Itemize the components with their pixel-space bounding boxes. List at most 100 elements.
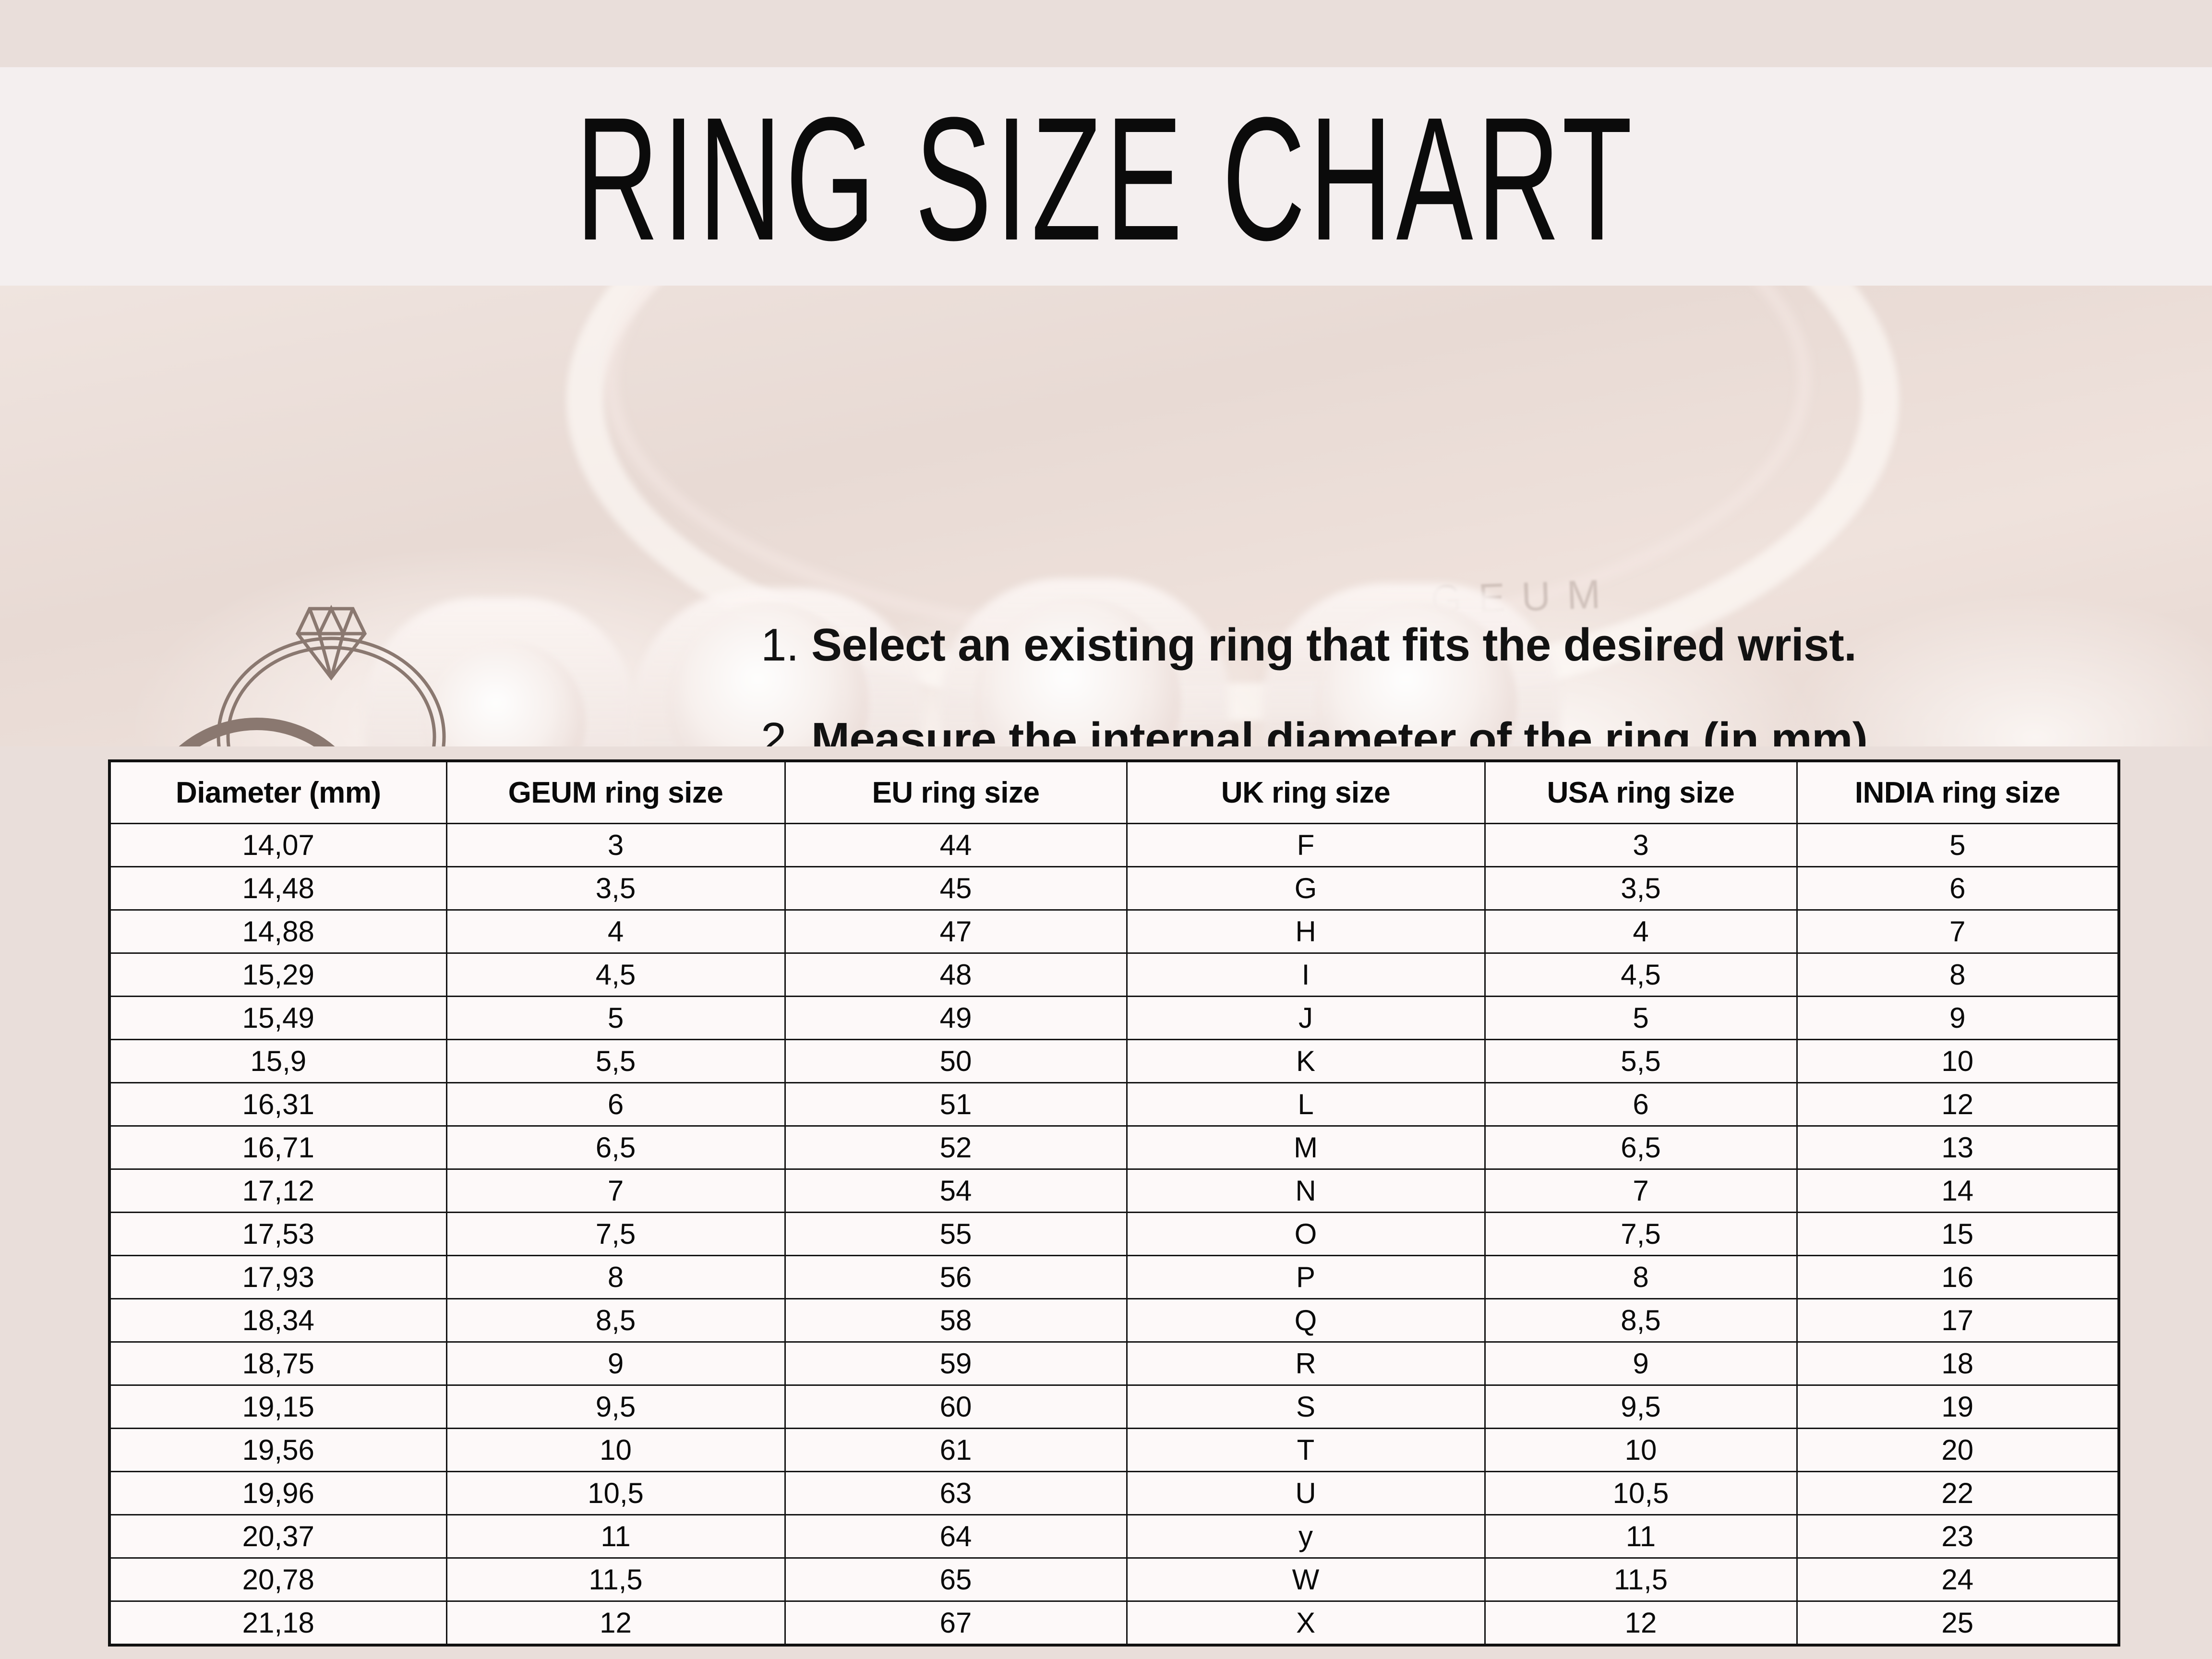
cell-geum: 7,5 <box>445 1212 786 1256</box>
cell-india: 16 <box>1796 1255 2120 1299</box>
cell-usa: 10 <box>1484 1428 1798 1472</box>
cell-uk: T <box>1126 1428 1486 1472</box>
table-row: 17,53 7,5 55 O 7,5 15 <box>108 1212 2120 1256</box>
cell-uk: W <box>1126 1557 1486 1602</box>
cell-india: 13 <box>1796 1125 2120 1170</box>
cell-eu: 55 <box>784 1212 1128 1256</box>
cell-geum: 12 <box>445 1600 786 1646</box>
column-header-uk: UK ring size <box>1126 760 1486 824</box>
cell-geum: 3,5 <box>445 866 786 911</box>
cell-eu: 61 <box>784 1428 1128 1472</box>
cell-uk: U <box>1126 1471 1486 1515</box>
instruction-number-2: 2. <box>761 713 799 746</box>
cell-eu: 54 <box>784 1168 1128 1213</box>
cell-diameter: 14,48 <box>108 866 447 911</box>
cell-eu: 47 <box>784 909 1128 954</box>
cell-geum: 11,5 <box>445 1557 786 1602</box>
cell-geum: 9,5 <box>445 1384 786 1429</box>
table-row: 17,93 8 56 P 8 16 <box>108 1255 2120 1299</box>
column-header-eu: EU ring size <box>784 760 1128 824</box>
instruction-text-2: Measure the internal diameter of the rin… <box>811 713 1880 746</box>
cell-geum: 9 <box>445 1341 786 1386</box>
cell-uk: S <box>1126 1384 1486 1429</box>
table-row: 21,18 12 67 X 12 25 <box>108 1600 2120 1646</box>
cell-india: 18 <box>1796 1341 2120 1386</box>
column-header-diameter: Diameter (mm) <box>108 760 447 824</box>
cell-diameter: 19,15 <box>108 1384 447 1429</box>
cell-uk: Q <box>1126 1298 1486 1343</box>
cell-india: 6 <box>1796 866 2120 911</box>
cell-uk: H <box>1126 909 1486 954</box>
cell-usa: 11,5 <box>1484 1557 1798 1602</box>
cell-eu: 45 <box>784 866 1128 911</box>
table-row: 20,37 11 64 y 11 23 <box>108 1514 2120 1559</box>
cell-india: 19 <box>1796 1384 2120 1429</box>
cell-india: 14 <box>1796 1168 2120 1213</box>
cell-usa: 6,5 <box>1484 1125 1798 1170</box>
cell-diameter: 15,49 <box>108 996 447 1040</box>
cell-geum: 3 <box>445 823 786 867</box>
cell-geum: 8,5 <box>445 1298 786 1343</box>
cell-india: 23 <box>1796 1514 2120 1559</box>
cell-geum: 6 <box>445 1082 786 1127</box>
instruction-item-1: 1. Select an existing ring that fits the… <box>761 622 2153 669</box>
cell-usa: 7,5 <box>1484 1212 1798 1256</box>
table-row: 19,96 10,5 63 U 10,5 22 <box>108 1471 2120 1515</box>
cell-india: 22 <box>1796 1471 2120 1515</box>
cell-uk: X <box>1126 1600 1486 1646</box>
table-row: 14,07 3 44 F 3 5 <box>108 823 2120 867</box>
cell-eu: 48 <box>784 952 1128 997</box>
cell-india: 10 <box>1796 1039 2120 1083</box>
cell-geum: 11 <box>445 1514 786 1559</box>
cell-uk: O <box>1126 1212 1486 1256</box>
cell-diameter: 21,18 <box>108 1600 447 1646</box>
table-row: 15,29 4,5 48 I 4,5 8 <box>108 952 2120 997</box>
cell-usa: 11 <box>1484 1514 1798 1559</box>
cell-geum: 10,5 <box>445 1471 786 1515</box>
cell-geum: 5,5 <box>445 1039 786 1083</box>
cell-usa: 8,5 <box>1484 1298 1798 1343</box>
cell-usa: 10,5 <box>1484 1471 1798 1515</box>
cell-india: 25 <box>1796 1600 2120 1646</box>
cell-usa: 9,5 <box>1484 1384 1798 1429</box>
cell-diameter: 19,56 <box>108 1428 447 1472</box>
cell-diameter: 16,31 <box>108 1082 447 1127</box>
cell-diameter: 17,93 <box>108 1255 447 1299</box>
cell-diameter: 17,53 <box>108 1212 447 1256</box>
cell-diameter: 15,29 <box>108 952 447 997</box>
cell-india: 5 <box>1796 823 2120 867</box>
cell-uk: N <box>1126 1168 1486 1213</box>
table-row: 16,71 6,5 52 M 6,5 13 <box>108 1125 2120 1170</box>
cell-diameter: 18,75 <box>108 1341 447 1386</box>
cell-eu: 44 <box>784 823 1128 867</box>
cell-eu: 52 <box>784 1125 1128 1170</box>
cell-eu: 64 <box>784 1514 1128 1559</box>
instructions-list: 1. Select an existing ring that fits the… <box>761 622 2153 746</box>
page-title: RING SIZE CHART <box>576 80 1636 277</box>
cell-geum: 6,5 <box>445 1125 786 1170</box>
table-row: 14,88 4 47 H 4 7 <box>108 909 2120 954</box>
cell-geum: 4,5 <box>445 952 786 997</box>
cell-uk: G <box>1126 866 1486 911</box>
cell-diameter: 14,07 <box>108 823 447 867</box>
cell-eu: 65 <box>784 1557 1128 1602</box>
cell-india: 7 <box>1796 909 2120 954</box>
table-row: 16,31 6 51 L 6 12 <box>108 1082 2120 1127</box>
cell-usa: 3,5 <box>1484 866 1798 911</box>
ring-size-table: Diameter (mm) GEUM ring size EU ring siz… <box>108 759 2120 1647</box>
cell-geum: 8 <box>445 1255 786 1299</box>
cell-usa: 6 <box>1484 1082 1798 1127</box>
cell-india: 9 <box>1796 996 2120 1040</box>
cell-eu: 58 <box>784 1298 1128 1343</box>
cell-eu: 51 <box>784 1082 1128 1127</box>
measure-circle <box>179 718 335 746</box>
instruction-text-1: Select an existing ring that fits the de… <box>811 619 1857 671</box>
cell-uk: I <box>1126 952 1486 997</box>
title-band: RING SIZE CHART <box>0 67 2212 286</box>
cell-uk: F <box>1126 823 1486 867</box>
cell-eu: 56 <box>784 1255 1128 1299</box>
table-row: 15,9 5,5 50 K 5,5 10 <box>108 1039 2120 1083</box>
cell-india: 12 <box>1796 1082 2120 1127</box>
cell-india: 17 <box>1796 1298 2120 1343</box>
cell-usa: 4 <box>1484 909 1798 954</box>
